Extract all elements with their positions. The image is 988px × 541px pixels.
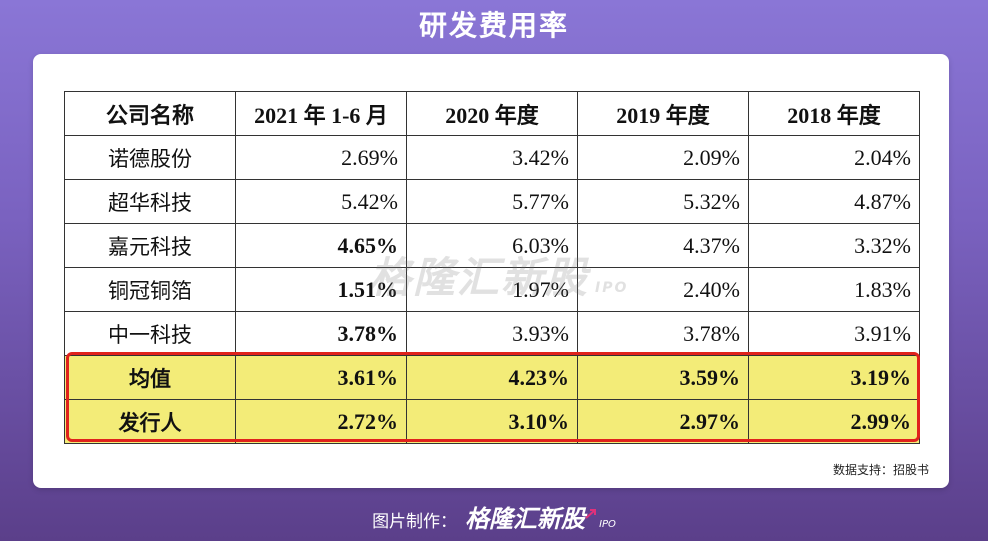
- issuer-row: 发行人 2.72% 3.10% 2.97% 2.99%: [64, 399, 920, 444]
- company-name: 嘉元科技: [64, 223, 236, 268]
- value-cell: 3.19%: [748, 355, 920, 400]
- footer-label: 图片制作：: [372, 512, 458, 532]
- table-row: 铜冠铜箔 1.51% 1.97% 2.40% 1.83%: [64, 267, 920, 312]
- table-row: 中一科技 3.78% 3.93% 3.78% 3.91%: [64, 311, 920, 356]
- value-cell: 4.23%: [406, 355, 578, 400]
- header-2020: 2020 年度: [406, 91, 578, 136]
- company-name: 铜冠铜箔: [64, 267, 236, 312]
- value-cell: 3.93%: [406, 311, 578, 356]
- arrow-up-icon: [585, 509, 597, 520]
- average-row: 均值 3.61% 4.23% 3.59% 3.19%: [64, 355, 920, 400]
- value-cell: 6.03%: [406, 223, 578, 268]
- value-cell: 3.42%: [406, 135, 578, 180]
- value-cell: 4.87%: [748, 179, 920, 224]
- value-cell: 2.40%: [577, 267, 749, 312]
- value-cell: 2.97%: [577, 399, 749, 444]
- table-row: 超华科技 5.42% 5.77% 5.32% 4.87%: [64, 179, 920, 224]
- table-card: 公司名称 2021 年 1-6 月 2020 年度 2019 年度 2018 年…: [33, 54, 949, 488]
- footer-tag: IPO: [599, 519, 616, 530]
- value-cell: 1.51%: [235, 267, 407, 312]
- table-wrap: 公司名称 2021 年 1-6 月 2020 年度 2019 年度 2018 年…: [64, 91, 920, 444]
- footer-brand: 格隆汇新股: [465, 505, 586, 533]
- value-cell: 3.78%: [235, 311, 407, 356]
- header-company: 公司名称: [64, 91, 236, 136]
- header-2019: 2019 年度: [577, 91, 749, 136]
- page-title: 研发费用率: [418, 9, 569, 42]
- value-cell: 5.42%: [235, 179, 407, 224]
- value-cell: 4.37%: [577, 223, 749, 268]
- company-name: 均值: [64, 355, 236, 400]
- header-row: 公司名称 2021 年 1-6 月 2020 年度 2019 年度 2018 年…: [64, 91, 920, 136]
- value-cell: 3.10%: [406, 399, 578, 444]
- table-row: 诺德股份 2.69% 3.42% 2.09% 2.04%: [64, 135, 920, 180]
- value-cell: 2.72%: [235, 399, 407, 444]
- source-note: 数据支持：招股书: [832, 463, 929, 477]
- company-name: 发行人: [64, 399, 236, 444]
- company-name: 中一科技: [64, 311, 236, 356]
- value-cell: 3.91%: [748, 311, 920, 356]
- rd-expense-table: 公司名称 2021 年 1-6 月 2020 年度 2019 年度 2018 年…: [64, 91, 920, 444]
- value-cell: 4.65%: [235, 223, 407, 268]
- value-cell: 1.97%: [406, 267, 578, 312]
- value-cell: 5.77%: [406, 179, 578, 224]
- header-2021h1: 2021 年 1-6 月: [235, 91, 407, 136]
- value-cell: 3.59%: [577, 355, 749, 400]
- value-cell: 3.61%: [235, 355, 407, 400]
- value-cell: 3.32%: [748, 223, 920, 268]
- value-cell: 2.04%: [748, 135, 920, 180]
- value-cell: 2.09%: [577, 135, 749, 180]
- value-cell: 2.99%: [748, 399, 920, 444]
- value-cell: 2.69%: [235, 135, 407, 180]
- value-cell: 1.83%: [748, 267, 920, 312]
- header-2018: 2018 年度: [748, 91, 920, 136]
- value-cell: 3.78%: [577, 311, 749, 356]
- footer: 图片制作： 格隆汇新股 IPO: [0, 504, 988, 534]
- value-cell: 5.32%: [577, 179, 749, 224]
- company-name: 诺德股份: [64, 135, 236, 180]
- table-row: 嘉元科技 4.65% 6.03% 4.37% 3.32%: [64, 223, 920, 268]
- company-name: 超华科技: [64, 179, 236, 224]
